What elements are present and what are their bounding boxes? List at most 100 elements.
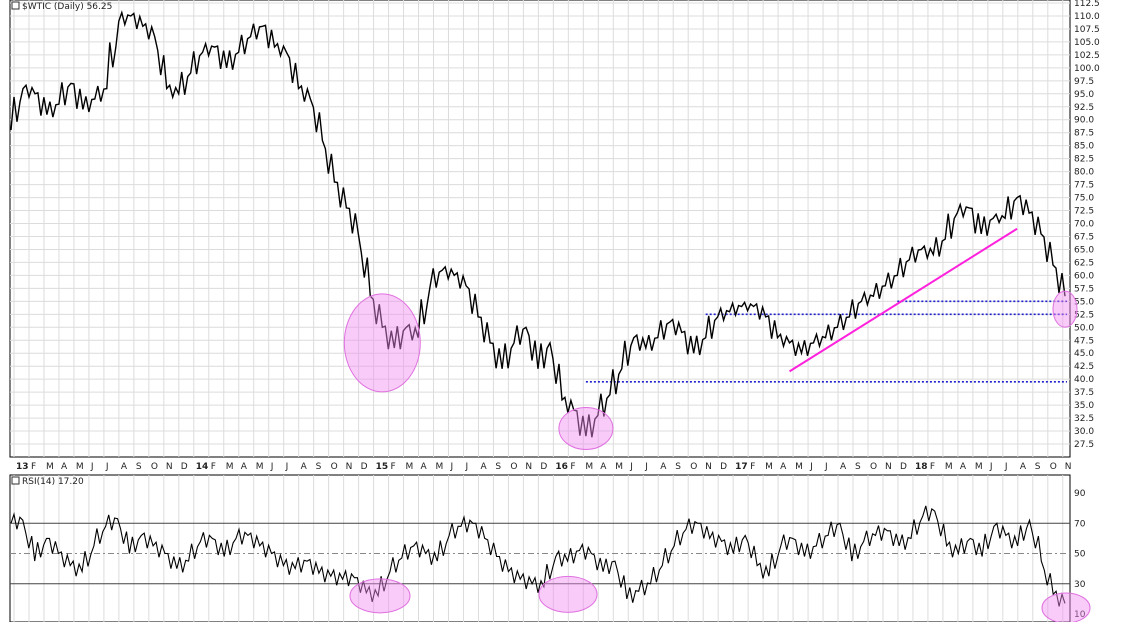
price-series-line [10,10,1066,438]
rsi-y-tick-label: 10 [1074,610,1086,620]
x-tick-label: A [660,462,667,472]
x-tick-label: J [629,462,633,472]
x-tick-label: A [241,462,248,472]
price-grid [10,0,1070,457]
x-tick-label: N [346,462,353,472]
price-y-tick-label: 32.5 [1074,414,1094,424]
price-y-tick-label: 52.5 [1074,310,1094,320]
price-y-tick-label: 37.5 [1074,388,1094,398]
x-tick-label: M [975,462,983,472]
price-highlight-ellipse [1052,290,1078,328]
x-tick-label: F [570,462,575,472]
x-tick-label: A [840,462,847,472]
x-tick-label: M [46,462,54,472]
price-y-tick-label: 85.0 [1074,142,1094,152]
price-y-tick-label: 97.5 [1074,77,1094,87]
x-tick-label: J [105,462,109,472]
chart-logo-icon [11,1,20,10]
x-tick-label: N [166,462,173,472]
price-y-tick-label: 27.5 [1074,440,1094,450]
x-tick-label: J [824,462,828,472]
x-tick-label: A [780,462,787,472]
price-y-tick-label: 95.0 [1074,90,1094,100]
price-y-tick-label: 105.0 [1074,38,1100,48]
price-y-tick-label: 60.0 [1074,271,1094,281]
price-y-tick-label: 45.0 [1074,349,1094,359]
price-y-tick-label: 30.0 [1074,427,1094,437]
price-title: $WTIC (Daily) 56.25 [11,1,112,12]
x-tick-label: O [151,462,158,472]
x-tick-label: F [391,462,396,472]
price-y-tick-label: 67.5 [1074,232,1094,242]
x-tick-label: D [900,462,907,472]
x-tick-label: M [406,462,414,472]
x-tick-label: S [136,462,142,472]
price-highlight-ellipse [558,406,614,450]
x-tick-label: 15 [376,462,389,472]
x-axis: 13 F M A M J J A S O N D 14 F M A M J J A S O N D 15 F M A M J J A S O N D 1… [16,462,1071,472]
rsi-highlight-ellipse [349,578,411,614]
x-tick-label: N [525,462,532,472]
x-tick-label: J [90,462,94,472]
price-y-tick-label: 82.5 [1074,155,1094,165]
price-y-tick-label: 112.5 [1074,0,1100,9]
x-tick-label: F [930,462,935,472]
x-tick-label: J [989,462,993,472]
price-y-tick-label: 65.0 [1074,245,1094,255]
rsi-series-line [10,505,1066,607]
price-y-tick-label: 47.5 [1074,336,1094,346]
x-tick-label: A [480,462,487,472]
price-y-tick-label: 80.0 [1074,168,1094,178]
price-highlight-ellipse [343,293,421,393]
x-tick-label: S [316,462,322,472]
x-tick-label: M [945,462,953,472]
price-y-tick-label: 110.0 [1074,12,1100,22]
rsi-y-tick-label: 90 [1074,489,1086,499]
x-tick-label: O [870,462,877,472]
x-tick-label: O [690,462,697,472]
x-tick-label: A [421,462,428,472]
x-tick-label: 13 [16,462,29,472]
x-tick-label: O [510,462,517,472]
rsi-panel-frame [9,474,1071,622]
price-y-tick-label: 40.0 [1074,375,1094,385]
x-tick-label: J [1004,462,1008,472]
price-y-tick-label: 50.0 [1074,323,1094,333]
rsi-title-text: RSI(14) 17.20 [22,477,84,487]
price-y-tick-label: 102.5 [1074,51,1100,61]
rsi-panel: 10 30 50 70 90 RSI(14) 17.20 [9,474,1091,622]
x-tick-label: D [361,462,368,472]
rsi-logo-icon [11,476,20,485]
x-tick-label: J [644,462,648,472]
price-highlights [343,290,1078,450]
price-y-tick-label: 70.0 [1074,220,1094,230]
rsi-grid [13,475,1064,622]
rsi-y-axis: 10 30 50 70 90 [1074,489,1086,620]
rsi-highlight-ellipse [538,575,598,613]
x-tick-label: S [1035,462,1041,472]
x-tick-label: M [76,462,84,472]
price-panel-frame [9,0,1071,458]
x-tick-label: M [615,462,623,472]
x-tick-label: M [436,462,444,472]
x-tick-label: M [585,462,593,472]
price-y-tick-label: 100.0 [1074,64,1100,74]
x-tick-label: S [675,462,681,472]
price-y-tick-label: 92.5 [1074,103,1094,113]
x-tick-label: J [464,462,468,472]
x-tick-label: A [61,462,68,472]
x-tick-label: N [885,462,892,472]
x-tick-label: O [331,462,338,472]
x-tick-label: F [31,462,36,472]
x-tick-label: J [809,462,813,472]
x-tick-label: D [540,462,547,472]
x-tick-label: A [121,462,128,472]
price-panel: 27.5 30.0 32.5 35.0 37.5 40.0 42.5 45.0 47.5 50.0… [9,0,1100,458]
rsi-title: RSI(14) 17.20 [11,476,84,487]
x-tick-label: N [705,462,712,472]
trendline [788,227,1018,373]
price-y-tick-label: 87.5 [1074,129,1094,139]
x-tick-label: 14 [196,462,209,472]
price-y-tick-label: 35.0 [1074,401,1094,411]
